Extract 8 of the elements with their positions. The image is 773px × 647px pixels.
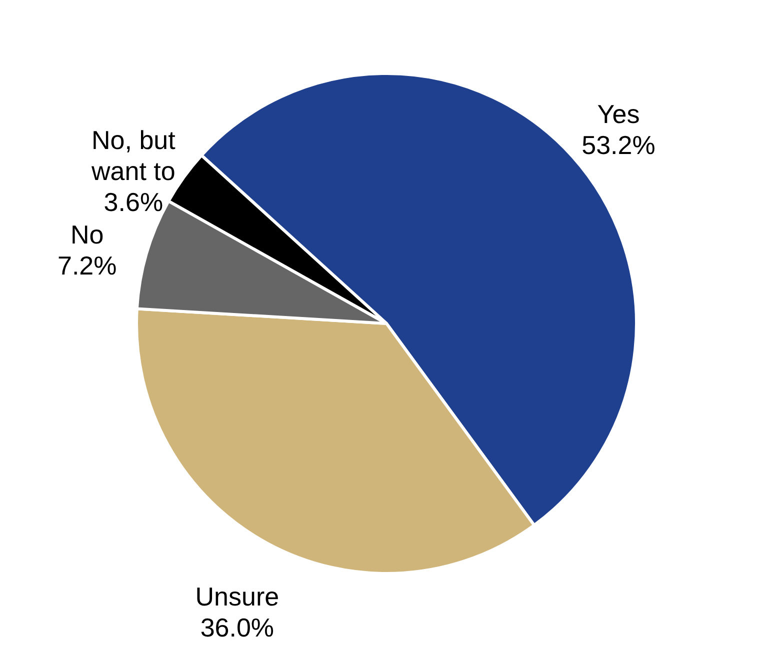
slice-label: No <box>70 220 104 250</box>
data-label: 36.0% <box>200 612 274 642</box>
data-label: 53.2% <box>582 130 656 160</box>
slice-label: Unsure <box>195 581 280 612</box>
data-label: 7.2% <box>57 250 117 281</box>
data-label: 3.6% <box>104 187 164 218</box>
slice-label: No, but want to <box>90 125 176 186</box>
slice-label: Yes <box>597 98 640 129</box>
